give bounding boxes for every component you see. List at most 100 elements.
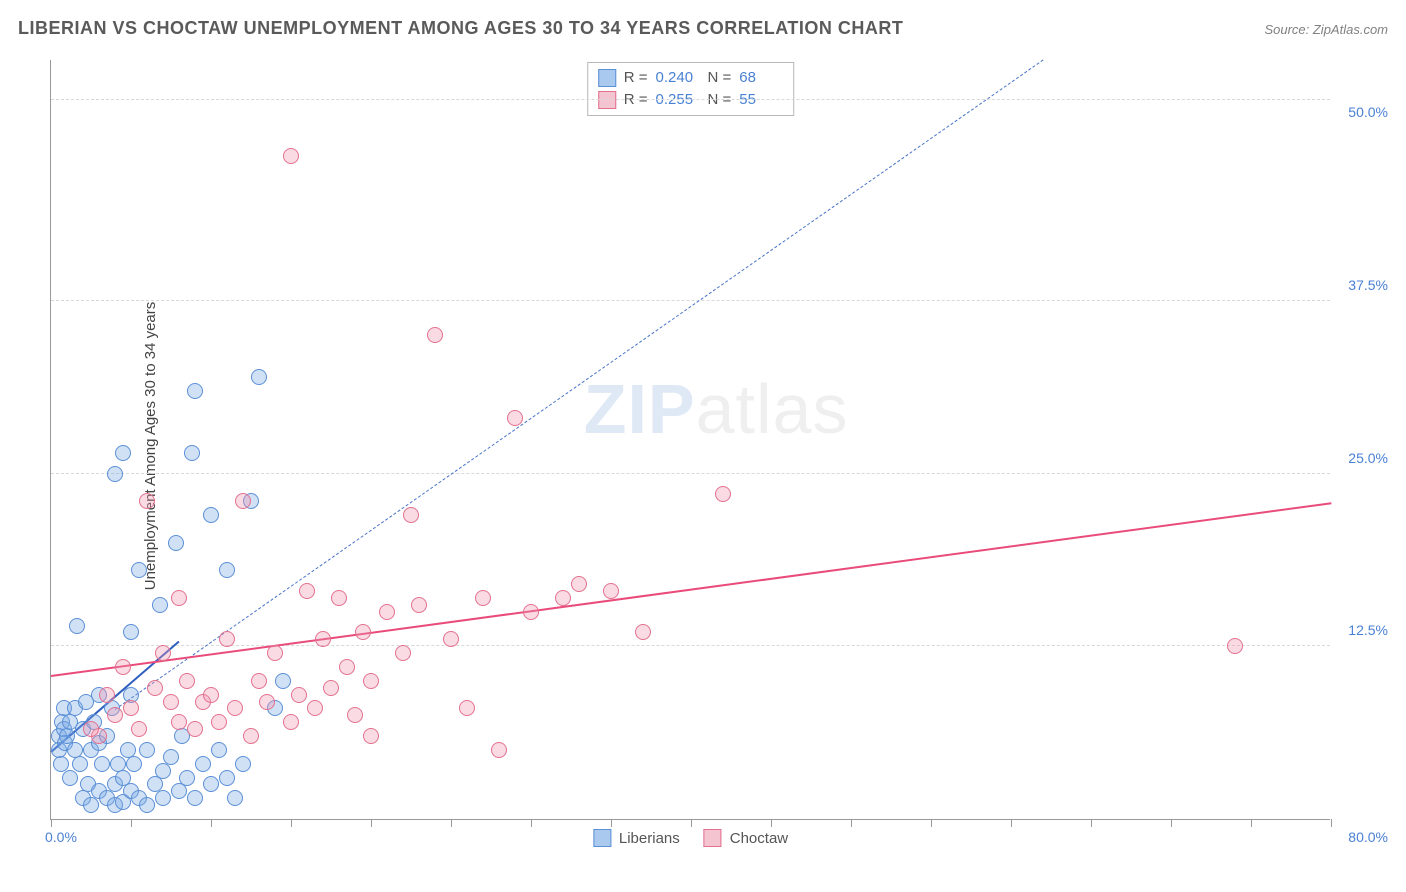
data-point: [72, 756, 88, 772]
data-point: [163, 749, 179, 765]
data-point: [603, 583, 619, 599]
data-point: [339, 659, 355, 675]
data-point: [211, 742, 227, 758]
data-point: [635, 624, 651, 640]
data-point: [219, 562, 235, 578]
legend-label: Choctaw: [730, 830, 788, 847]
data-point: [83, 797, 99, 813]
x-axis-max-label: 80.0%: [1348, 829, 1388, 845]
data-point: [123, 700, 139, 716]
data-point: [107, 466, 123, 482]
data-point: [219, 770, 235, 786]
swatch-liberians: [598, 69, 616, 87]
data-point: [163, 694, 179, 710]
gridline: [51, 300, 1330, 301]
x-tick: [371, 819, 372, 827]
scatter-plot-area: ZIPatlas R = 0.240 N = 68 R = 0.255 N = …: [50, 60, 1330, 820]
data-point: [427, 327, 443, 343]
data-point: [203, 776, 219, 792]
stat-r-value: 0.240: [656, 67, 700, 89]
swatch-liberians: [593, 829, 611, 847]
data-point: [315, 631, 331, 647]
data-point: [187, 790, 203, 806]
gridline: [51, 473, 1330, 474]
data-point: [715, 486, 731, 502]
data-point: [283, 714, 299, 730]
stat-n-value: 68: [739, 67, 783, 89]
y-tick-label: 37.5%: [1336, 277, 1388, 293]
data-point: [139, 797, 155, 813]
data-point: [475, 590, 491, 606]
stat-label: R =: [624, 67, 648, 89]
x-tick: [1171, 819, 1172, 827]
data-point: [307, 700, 323, 716]
data-point: [179, 673, 195, 689]
x-tick: [451, 819, 452, 827]
data-point: [227, 700, 243, 716]
data-point: [1227, 638, 1243, 654]
data-point: [115, 659, 131, 675]
x-tick: [1251, 819, 1252, 827]
trend-line: [115, 60, 1044, 710]
data-point: [219, 631, 235, 647]
chart-header: LIBERIAN VS CHOCTAW UNEMPLOYMENT AMONG A…: [18, 18, 1388, 39]
legend-label: Liberians: [619, 830, 680, 847]
data-point: [99, 687, 115, 703]
x-tick: [131, 819, 132, 827]
data-point: [571, 576, 587, 592]
data-point: [152, 597, 168, 613]
x-tick: [611, 819, 612, 827]
swatch-choctaw: [704, 829, 722, 847]
data-point: [155, 763, 171, 779]
x-tick: [531, 819, 532, 827]
data-point: [115, 445, 131, 461]
data-point: [363, 728, 379, 744]
data-point: [94, 756, 110, 772]
data-point: [507, 410, 523, 426]
data-point: [62, 770, 78, 786]
data-point: [523, 604, 539, 620]
stats-row-liberians: R = 0.240 N = 68: [598, 67, 784, 89]
data-point: [155, 790, 171, 806]
data-point: [147, 680, 163, 696]
y-tick-label: 25.0%: [1336, 450, 1388, 466]
data-point: [168, 535, 184, 551]
data-point: [251, 673, 267, 689]
data-point: [395, 645, 411, 661]
data-point: [443, 631, 459, 647]
data-point: [211, 714, 227, 730]
data-point: [275, 673, 291, 689]
data-point: [363, 673, 379, 689]
data-point: [259, 694, 275, 710]
gridline: [51, 645, 1330, 646]
x-tick: [1011, 819, 1012, 827]
data-point: [331, 590, 347, 606]
x-tick: [771, 819, 772, 827]
data-point: [379, 604, 395, 620]
data-point: [291, 687, 307, 703]
y-tick-label: 12.5%: [1336, 622, 1388, 638]
x-tick: [291, 819, 292, 827]
x-tick: [931, 819, 932, 827]
data-point: [123, 624, 139, 640]
data-point: [411, 597, 427, 613]
data-point: [171, 590, 187, 606]
data-point: [187, 383, 203, 399]
source-attribution: Source: ZipAtlas.com: [1264, 22, 1388, 37]
y-tick-label: 50.0%: [1336, 104, 1388, 120]
gridline: [51, 99, 1330, 100]
data-point: [323, 680, 339, 696]
data-point: [403, 507, 419, 523]
data-point: [171, 783, 187, 799]
data-point: [195, 756, 211, 772]
data-point: [459, 700, 475, 716]
legend-item-liberians: Liberians: [593, 829, 680, 847]
x-tick: [51, 819, 52, 827]
data-point: [83, 721, 99, 737]
data-point: [155, 645, 171, 661]
data-point: [171, 714, 187, 730]
data-point: [555, 590, 571, 606]
x-tick: [851, 819, 852, 827]
data-point: [299, 583, 315, 599]
data-point: [107, 707, 123, 723]
